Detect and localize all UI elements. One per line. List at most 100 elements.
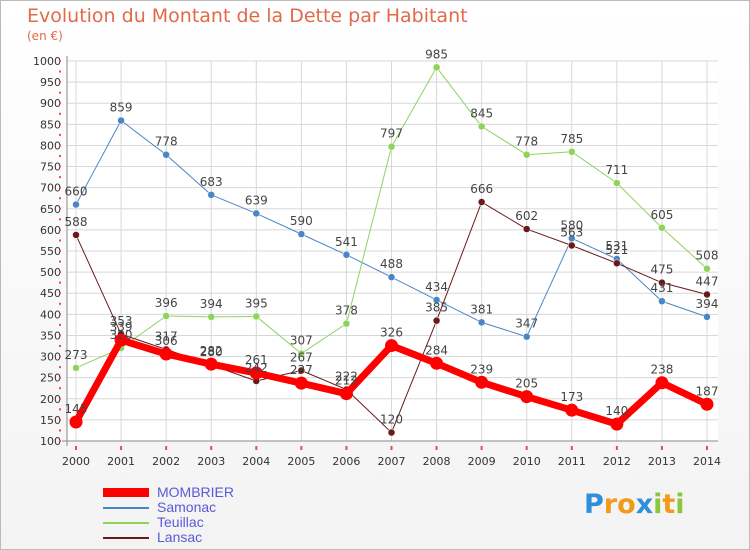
- y-tick-label: 700: [40, 182, 61, 195]
- y-minor-tick: [59, 239, 61, 242]
- data-point: [432, 316, 441, 325]
- y-minor-tick: [59, 281, 61, 284]
- y-tick-label: 550: [40, 245, 61, 258]
- y-tick-label: 500: [40, 266, 61, 279]
- data-label: 284: [425, 343, 448, 357]
- data-point: [385, 339, 398, 353]
- data-point: [387, 273, 396, 281]
- data-point: [252, 209, 261, 218]
- data-point: [342, 251, 351, 259]
- y-minor-tick: [59, 81, 61, 84]
- data-point: [613, 179, 621, 187]
- data-label: 521: [605, 243, 628, 257]
- data-label: 239: [470, 362, 493, 376]
- data-point: [207, 313, 215, 321]
- x-minor-tick: [120, 446, 123, 450]
- y-minor-tick: [59, 334, 61, 337]
- x-minor-tick: [165, 446, 168, 450]
- x-tick-label: 2007: [378, 455, 406, 468]
- legend-swatch: [103, 488, 149, 497]
- y-minor-tick: [59, 345, 61, 347]
- x-minor-tick: [435, 446, 438, 450]
- x-tick-label: 2008: [423, 455, 451, 468]
- data-label: 385: [425, 301, 448, 315]
- y-minor-tick: [59, 112, 61, 115]
- data-label: 205: [515, 377, 538, 391]
- data-point: [522, 150, 531, 159]
- y-minor-tick: [59, 302, 61, 305]
- data-point: [703, 313, 711, 321]
- data-point: [432, 296, 441, 304]
- y-minor-tick: [59, 144, 61, 147]
- data-point: [477, 122, 486, 131]
- data-point: [477, 198, 486, 206]
- y-minor-tick: [59, 123, 61, 126]
- data-label: 778: [515, 135, 538, 149]
- x-minor-tick: [75, 446, 77, 450]
- data-label: 273: [65, 348, 88, 362]
- data-point: [252, 312, 261, 321]
- chart-legend: MOMBRIER Samonac Teuillac Lansac: [103, 485, 234, 545]
- legend-label: Teuillac: [157, 514, 204, 530]
- logo-letter: i: [675, 489, 685, 520]
- x-minor-tick: [390, 446, 393, 450]
- data-point: [162, 312, 170, 320]
- data-point: [297, 366, 306, 375]
- data-point: [703, 264, 711, 273]
- data-point: [703, 290, 711, 299]
- y-minor-tick: [59, 155, 61, 157]
- logo-letter: t: [662, 489, 676, 520]
- data-label: 531: [605, 239, 628, 253]
- x-minor-tick: [345, 446, 348, 450]
- data-label: 660: [65, 185, 88, 199]
- legend-label: MOMBRIER: [157, 484, 234, 500]
- data-point: [72, 231, 80, 239]
- legend-item-lansac: Lansac: [103, 530, 234, 545]
- x-minor-tick: [300, 446, 303, 450]
- y-minor-tick: [59, 376, 61, 379]
- y-tick-label: 600: [40, 224, 61, 237]
- data-label: 317: [155, 329, 178, 343]
- data-label: 859: [110, 101, 133, 115]
- data-label: 431: [650, 281, 673, 295]
- legend-item-mombrier: MOMBRIER: [103, 485, 234, 500]
- data-label: 378: [335, 304, 358, 318]
- y-tick-label: 200: [40, 393, 61, 406]
- y-tick-label: 750: [40, 161, 61, 174]
- data-label: 237: [290, 363, 313, 377]
- x-tick-label: 2014: [693, 455, 721, 468]
- x-tick-label: 2002: [152, 455, 180, 468]
- y-minor-tick: [59, 355, 61, 358]
- y-minor-tick: [59, 260, 61, 263]
- data-point: [387, 142, 396, 151]
- data-label: 447: [696, 274, 719, 288]
- y-tick-label: 850: [40, 118, 61, 131]
- data-label: 381: [470, 302, 493, 316]
- y-minor-tick: [59, 397, 61, 400]
- data-label: 541: [335, 235, 358, 249]
- data-label: 120: [380, 413, 403, 427]
- data-label: 353: [110, 314, 133, 328]
- x-tick-label: 2011: [558, 455, 586, 468]
- data-point: [204, 357, 218, 371]
- data-point: [69, 415, 83, 429]
- y-minor-tick: [59, 197, 61, 200]
- data-label: 711: [605, 163, 628, 177]
- logo-letter: i: [653, 489, 663, 520]
- x-minor-tick: [210, 446, 213, 450]
- x-minor-tick: [706, 446, 708, 450]
- data-label: 580: [560, 218, 583, 232]
- y-minor-tick: [59, 271, 61, 274]
- legend-swatch: [103, 536, 149, 539]
- proxiti-logo: Proxiti: [584, 489, 685, 520]
- data-label: 347: [515, 317, 538, 331]
- data-point: [655, 376, 669, 390]
- data-point: [658, 278, 666, 287]
- y-minor-tick: [59, 323, 61, 326]
- data-label: 261: [245, 353, 268, 367]
- y-minor-tick: [59, 60, 61, 62]
- data-label: 778: [155, 135, 178, 149]
- x-minor-tick: [615, 446, 618, 450]
- x-minor-tick: [570, 446, 573, 450]
